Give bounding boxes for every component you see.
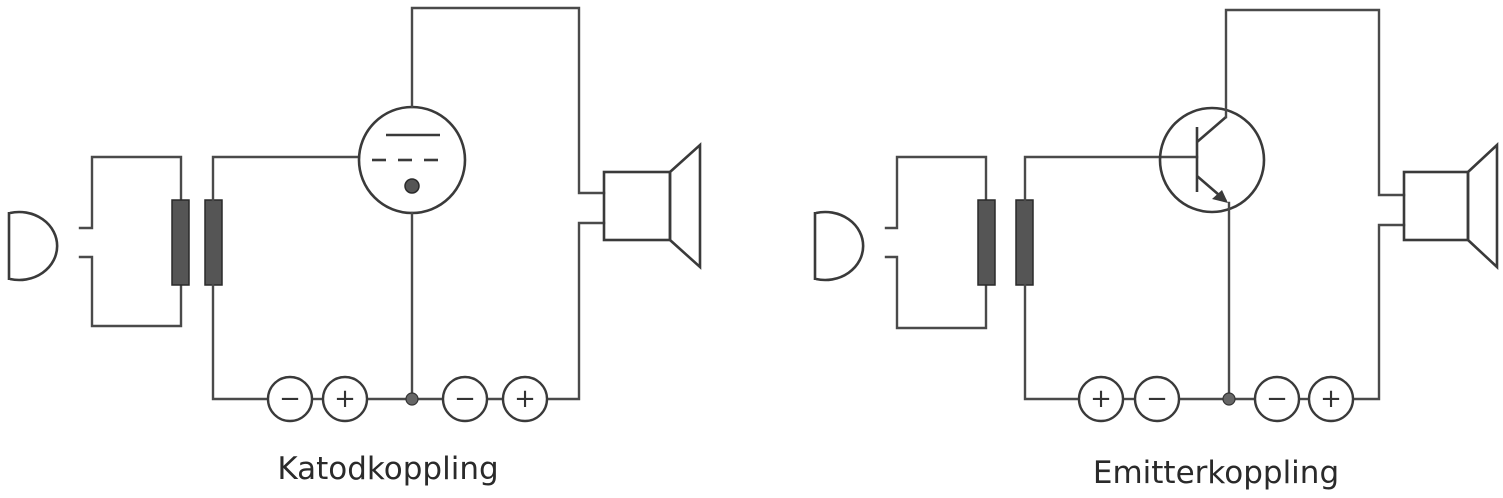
cathode-coupling-diagram: − + − + Katodkoppling (7, 6, 702, 487)
loudspeaker-icon (602, 142, 702, 270)
battery-sign: + (334, 384, 356, 414)
battery-cell: − (1133, 375, 1181, 423)
speaker-return-wire (1352, 223, 1406, 401)
battery-cell: + (1307, 375, 1355, 423)
input-transformer (977, 199, 1034, 286)
input-wire-bottom (78, 255, 183, 328)
battery-sign: − (1266, 384, 1288, 414)
speaker-return-wire (546, 221, 606, 401)
battery-sign: + (1090, 384, 1112, 414)
battery-sign: − (1146, 384, 1168, 414)
input-transformer (171, 199, 223, 286)
battery-cell: − (441, 375, 489, 423)
battery-cell: + (1077, 375, 1125, 423)
battery-sign: + (514, 384, 536, 414)
grid-wire (211, 155, 359, 202)
caption-emitter: Emitterkoppling (1093, 455, 1339, 491)
vacuum-tube-icon (357, 105, 467, 215)
battery-sign: − (279, 384, 301, 414)
battery-sign: − (454, 384, 476, 414)
secondary-return-wire (211, 283, 270, 401)
emitter-coupling-diagram: + − − + Emitterkoppling (813, 8, 1499, 491)
transistor-icon (1158, 106, 1266, 214)
collector-wire (1224, 8, 1406, 197)
junction-dot (405, 392, 419, 406)
loudspeaker-icon (1402, 142, 1499, 270)
input-wire-bottom (884, 255, 988, 330)
battery-sign: + (1320, 384, 1342, 414)
junction-dot (1222, 392, 1236, 406)
input-wire-top (884, 155, 988, 230)
plate-wire (410, 6, 606, 195)
microphone-icon (7, 210, 59, 282)
secondary-return-wire (1023, 283, 1080, 401)
input-wire-top (78, 155, 183, 230)
base-wire (1023, 155, 1199, 202)
microphone-icon (813, 210, 865, 282)
caption-cathode: Katodkoppling (277, 451, 498, 487)
battery-cell: + (321, 375, 369, 423)
battery-cell: − (266, 375, 314, 423)
battery-cell: − (1253, 375, 1301, 423)
battery-cell: + (501, 375, 549, 423)
